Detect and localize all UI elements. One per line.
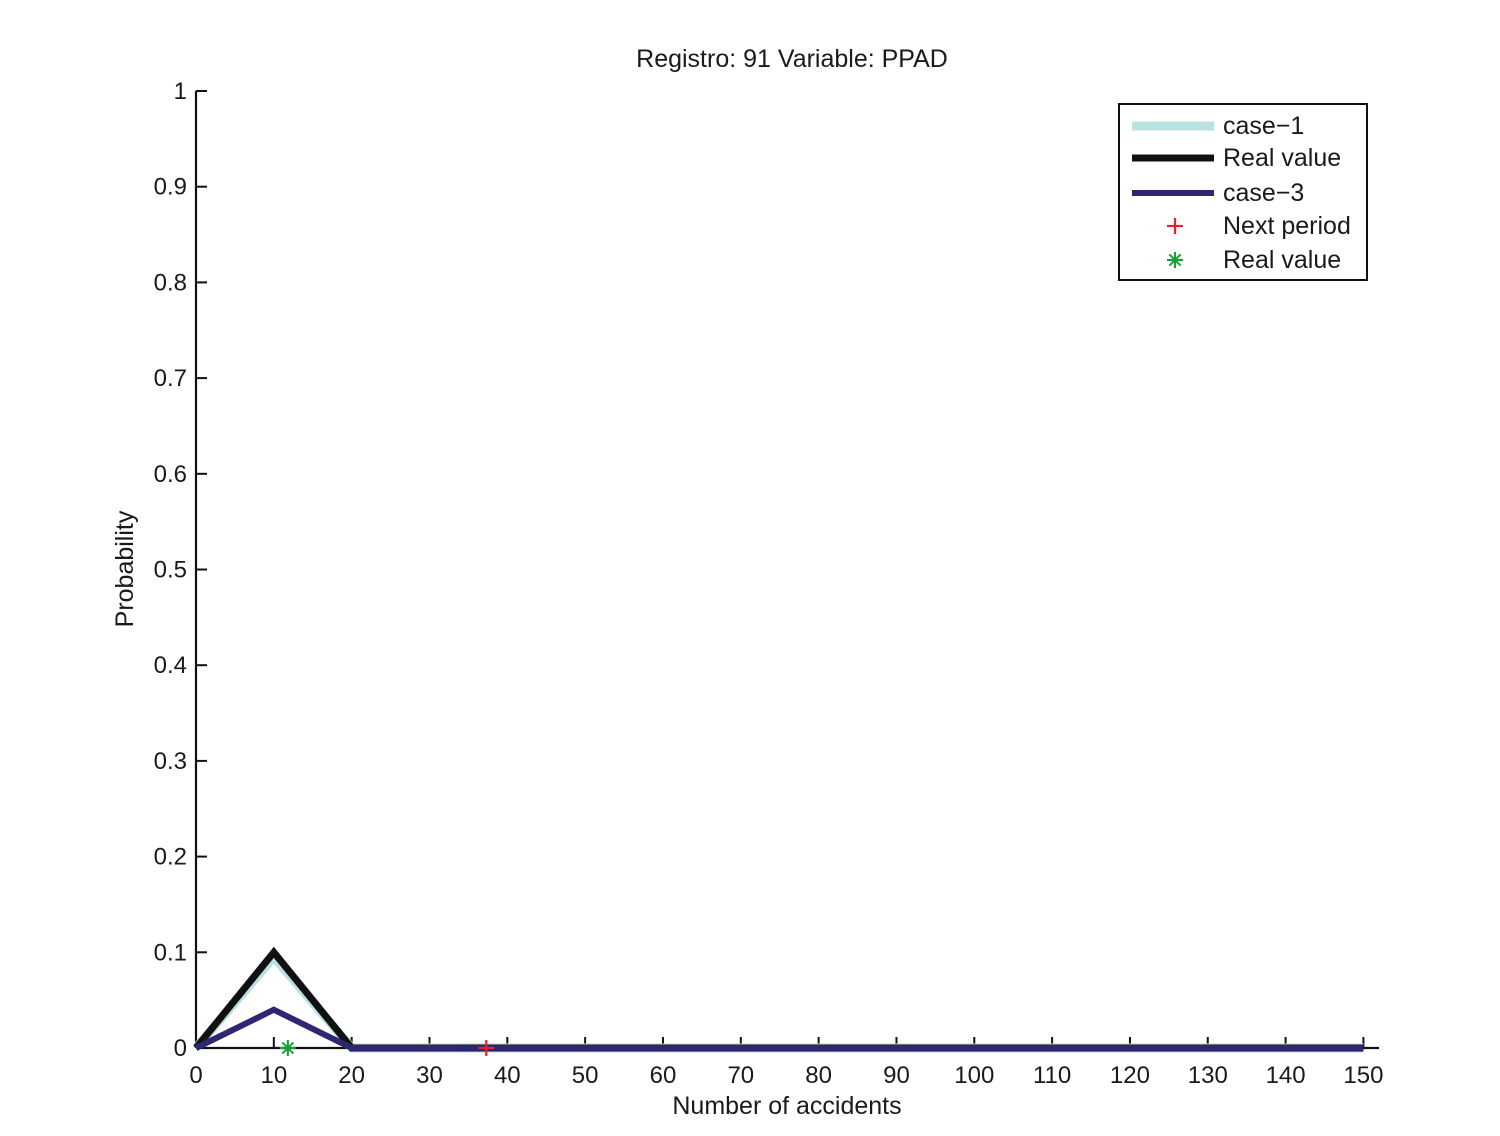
x-tick-label: 120 [1110, 1062, 1150, 1089]
legend-label: case−3 [1223, 179, 1304, 207]
x-tick-label: 80 [805, 1062, 832, 1089]
legend-entry: Real value [1167, 246, 1341, 274]
y-tick-label: 0.6 [154, 461, 187, 488]
y-tick-label: 0 [174, 1035, 187, 1062]
marker-stroke [281, 1041, 295, 1055]
x-tick-label: 90 [883, 1062, 910, 1089]
x-tick-label: 110 [1033, 1062, 1071, 1089]
y-tick-label: 0.7 [154, 365, 187, 392]
series-line-3 [194, 1006, 1364, 1051]
y-tick-label: 0.1 [154, 939, 187, 966]
x-tick-label: 70 [727, 1062, 754, 1089]
data-point-marker-4 [478, 1040, 495, 1056]
legend-label: Real value [1223, 144, 1341, 172]
y-tick-label: 0.9 [154, 174, 187, 201]
y-tick-label: 0.8 [154, 269, 187, 296]
legend-entry: case−1 [1132, 112, 1304, 140]
markers-layer [279, 1040, 495, 1056]
x-tick-label: 130 [1188, 1062, 1228, 1089]
axes-layer: 00.10.20.30.40.50.60.70.80.910 10 20 30 40 50… [154, 78, 1384, 1089]
x-tick-label: 140 [1266, 1062, 1306, 1089]
data-point-marker-5 [279, 1040, 296, 1056]
series-line-1 [192, 950, 1364, 1053]
legend-label: case−1 [1223, 112, 1304, 140]
x-tick-label: 40 [494, 1062, 521, 1089]
x-tick-label: 100 [954, 1062, 994, 1089]
y-tick-label: 1 [174, 78, 187, 105]
y-tick-label: 0.3 [154, 748, 187, 775]
series-layer [192, 946, 1364, 1053]
x-tick-label: 0 [189, 1062, 202, 1089]
legend-entry: Next period [1167, 212, 1351, 240]
y-tick-label: 0.5 [154, 557, 187, 584]
x-tick-label: 60 [650, 1062, 677, 1089]
x-axis-label: Number of accidents [672, 1092, 901, 1120]
y-axis-label: Probability [111, 510, 139, 627]
x-tick-label: 50 [572, 1062, 599, 1089]
y-tick-label: 0.4 [154, 652, 187, 679]
series-line-2 [193, 946, 1364, 1052]
y-tick-label: 0.2 [154, 844, 187, 871]
legend-entry: case−3 [1132, 179, 1304, 207]
legend-label: Real value [1223, 246, 1341, 274]
legend-entry: Real value [1132, 144, 1341, 172]
x-tick-label: 150 [1343, 1062, 1383, 1089]
x-tick-label: 20 [338, 1062, 365, 1089]
legend-label: Next period [1223, 212, 1351, 240]
marker-stroke [1168, 253, 1182, 267]
x-tick-label: 30 [416, 1062, 443, 1089]
legend: case−1 Real value case−3 Next period Real va… [1118, 103, 1368, 281]
chart-title: Registro: 91 Variable: PPAD [636, 45, 948, 73]
x-tick-label: 10 [260, 1062, 287, 1089]
